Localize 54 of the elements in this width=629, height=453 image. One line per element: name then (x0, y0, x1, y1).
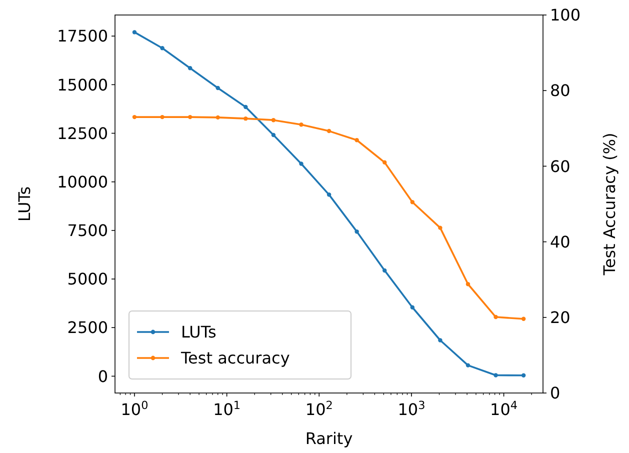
point (271, 118, 276, 122)
x-tick-label: 10$^{1}$ (213, 398, 241, 419)
point (382, 268, 387, 273)
point (271, 132, 276, 138)
y-tick-label: 10000 (57, 172, 108, 192)
point (216, 115, 220, 120)
y-tick-label: 12500 (57, 124, 108, 143)
y2-tick-label: 100 (550, 6, 581, 25)
point (521, 373, 526, 378)
y2-tick-label: 80 (550, 81, 570, 100)
point (410, 200, 415, 204)
y-tick-label: 2500 (67, 318, 108, 338)
x-tick-label: 10$^{0}$ (120, 398, 148, 419)
point (160, 46, 164, 50)
point (132, 30, 137, 34)
point (494, 314, 498, 320)
x-tick-label: 10$^{4}$ (490, 398, 518, 419)
point (382, 160, 387, 165)
point (438, 338, 442, 342)
y-tick-label: 17500 (57, 26, 108, 46)
y2-tick-label: 0 (550, 384, 560, 403)
x-axis-title: Rarity (305, 429, 353, 448)
point (188, 66, 192, 70)
y2-tick-label: 20 (550, 308, 570, 327)
point (410, 305, 415, 310)
y2-tick-label: 40 (550, 232, 570, 252)
point (244, 116, 248, 121)
y2-tick-label: 60 (550, 156, 570, 176)
y-tick-label: 0 (98, 366, 108, 386)
point (494, 373, 498, 378)
point (216, 86, 220, 90)
point (326, 128, 332, 134)
legend-label: LUTs (181, 322, 216, 342)
y-axis-title: LUTs (15, 186, 34, 222)
point (354, 138, 359, 142)
x-tick-label: 10$^{2}$ (305, 398, 333, 419)
point (132, 114, 137, 120)
point (244, 104, 248, 110)
point (160, 114, 164, 120)
y-tick-label: 7500 (67, 221, 108, 240)
point (299, 162, 304, 166)
point (521, 316, 526, 322)
y2-axis-title: Test Accuracy (%) (600, 132, 619, 276)
point (326, 192, 332, 197)
legend-label: Test accuracy (180, 348, 290, 368)
point (354, 229, 359, 234)
point (438, 226, 442, 230)
y-tick-label: 5000 (67, 270, 108, 289)
point (299, 122, 304, 127)
y-tick-label: 15000 (57, 75, 108, 94)
point (466, 363, 470, 368)
point (188, 114, 192, 120)
point (466, 282, 470, 286)
x-tick-label: 10$^{3}$ (398, 398, 426, 419)
